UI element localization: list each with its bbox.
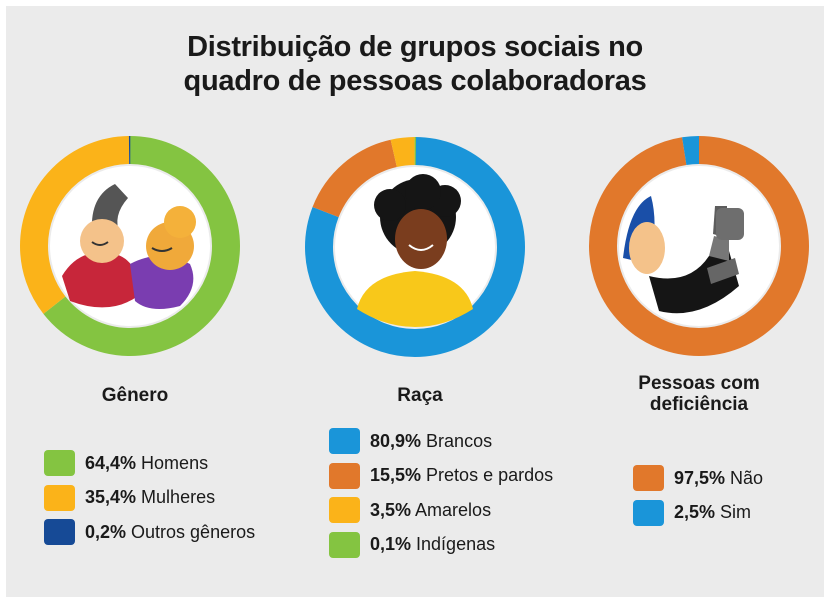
legend-swatch <box>44 484 75 511</box>
legend-item-outros-generos: 0,2% Outros gêneros <box>44 519 255 545</box>
legend-label: Homens <box>136 452 209 473</box>
race-chart-label: Raça <box>397 385 443 406</box>
title-line-1: Distribuição de grupos sociais no <box>187 31 643 63</box>
legend-label: Outros gêneros <box>126 521 256 542</box>
legend-label: Brancos <box>421 430 493 451</box>
legend-swatch <box>44 519 75 545</box>
legend-swatch <box>633 465 664 491</box>
gender-donut-chart <box>20 136 240 356</box>
legend-swatch <box>329 531 360 558</box>
legend-text: 35,4% Mulheres <box>85 487 215 508</box>
legend-item-amarelos: 3,5% Amarelos <box>329 497 553 523</box>
race-illustration <box>335 167 495 327</box>
legend-label: Indígenas <box>411 534 496 554</box>
legend-swatch <box>329 497 360 523</box>
disability-chart-label: Pessoas com deficiência <box>608 373 790 415</box>
legend-text: 97,5% Não <box>674 468 763 489</box>
legend-swatch <box>633 499 664 526</box>
legend-swatch <box>329 428 360 454</box>
legend-item-indigenas: 0,1% Indígenas <box>329 531 553 558</box>
slice-indigenas <box>305 137 525 357</box>
race-legend: 80,9% Brancos 15,5% Pretos e pardos 3,5% A… <box>329 428 553 566</box>
legend-text: 64,4% Homens <box>85 453 208 474</box>
legend-text: 3,5% Amarelos <box>370 500 491 521</box>
legend-label: Não <box>725 467 764 488</box>
legend-text: 15,5% Pretos e pardos <box>370 465 553 486</box>
legend-value: 15,5% <box>370 465 422 485</box>
legend-item-homens: 64,4% Homens <box>44 450 255 476</box>
gender-legend: 64,4% Homens 35,4% Mulheres 0,2% Outros gê… <box>44 450 255 554</box>
legend-item-sim: 2,5% Sim <box>633 499 763 526</box>
slice-sim <box>589 136 809 356</box>
legend-item-pretos-e-pardos: 15,5% Pretos e pardos <box>329 462 553 489</box>
legend-value: 3,5% <box>370 499 412 520</box>
legend-value: 0,2% <box>85 521 127 542</box>
title-line-2: quadro de pessoas colaboradoras <box>183 65 647 97</box>
legend-item-brancos: 80,9% Brancos <box>329 428 553 454</box>
legend-value: 64,4% <box>85 452 137 473</box>
legend-label: Mulheres <box>136 487 216 507</box>
disability-label-line-1: Pessoas com <box>638 373 760 394</box>
race-donut-chart <box>305 137 525 357</box>
legend-value: 35,4% <box>85 487 137 507</box>
legend-value: 0,1% <box>370 534 412 554</box>
legend-label: Pretos e pardos <box>421 465 554 485</box>
legend-value: 97,5% <box>674 467 726 488</box>
legend-value: 2,5% <box>674 502 716 522</box>
legend-text: 2,5% Sim <box>674 502 751 523</box>
disability-legend: 97,5% Não 2,5% Sim <box>633 465 763 534</box>
legend-label: Sim <box>715 502 752 522</box>
disability-illustration <box>619 166 779 326</box>
slice-outros-generos <box>20 136 240 356</box>
gender-illustration <box>50 166 210 326</box>
legend-item-nao: 97,5% Não <box>633 465 763 491</box>
legend-swatch <box>329 462 360 489</box>
page-title: Distribuição de grupos sociais no quadro… <box>0 30 830 98</box>
legend-text: 0,2% Outros gêneros <box>85 522 255 543</box>
legend-label: Amarelos <box>411 499 492 520</box>
legend-text: 0,1% Indígenas <box>370 534 495 555</box>
legend-text: 80,9% Brancos <box>370 431 492 452</box>
legend-value: 80,9% <box>370 430 422 451</box>
disability-donut-chart <box>589 136 809 356</box>
slice-mulheres <box>20 136 240 356</box>
gender-chart-label: Gênero <box>101 385 169 406</box>
disability-label-line-2: deficiência <box>649 394 749 415</box>
legend-item-mulheres: 35,4% Mulheres <box>44 484 255 511</box>
legend-swatch <box>44 450 75 476</box>
